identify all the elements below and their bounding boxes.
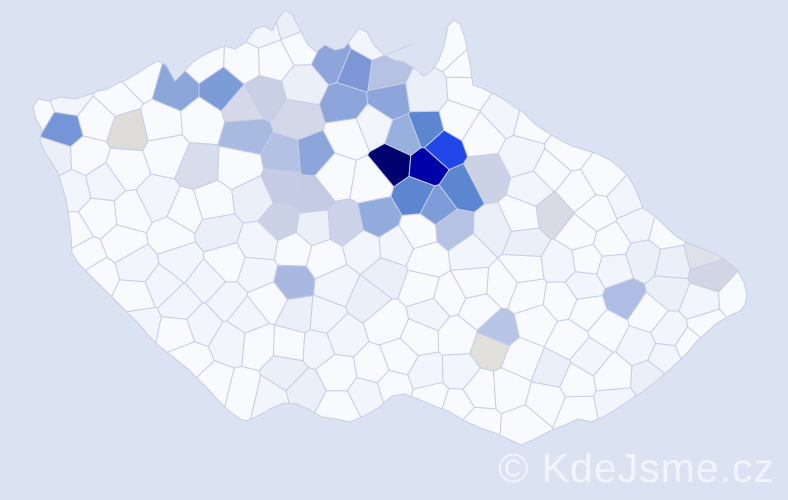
district-cell bbox=[499, 404, 554, 446]
district-cell bbox=[410, 381, 450, 410]
district-cell-highlighted bbox=[310, 42, 352, 86]
district-cell bbox=[302, 329, 336, 370]
district-cell bbox=[245, 22, 282, 49]
district-cell bbox=[648, 215, 687, 250]
district-cell bbox=[442, 48, 473, 78]
district-cell bbox=[49, 92, 94, 117]
district-cell bbox=[207, 320, 246, 369]
district-cell-highlighted bbox=[273, 264, 316, 300]
district-cell-highlighted bbox=[476, 307, 520, 347]
district-cell-highlighted bbox=[174, 142, 220, 190]
district-cell bbox=[553, 213, 598, 251]
district-cell-highlighted bbox=[269, 98, 326, 141]
district-cell-highlighted bbox=[260, 131, 301, 174]
district-cell-highlighted bbox=[327, 198, 364, 247]
district-cell bbox=[196, 360, 235, 408]
district-cell-highlighted bbox=[367, 54, 414, 91]
district-cell bbox=[376, 369, 414, 404]
district-cell bbox=[226, 295, 270, 334]
district-cell bbox=[606, 174, 644, 220]
district-cell bbox=[462, 367, 497, 410]
district-cell bbox=[593, 387, 637, 420]
district-cell bbox=[70, 135, 111, 177]
district-cell-highlighted bbox=[535, 191, 575, 240]
district-cell-highlighted bbox=[463, 153, 512, 205]
district-cell bbox=[405, 297, 451, 332]
district-cell-highlighted bbox=[683, 241, 725, 270]
district-cell-highlighted bbox=[687, 258, 739, 293]
district-cell bbox=[615, 207, 656, 244]
district-cell-highlighted bbox=[435, 208, 475, 252]
district-cell-highlighted bbox=[106, 108, 149, 152]
district-cell bbox=[718, 270, 748, 318]
district-cell-highlighted bbox=[151, 62, 200, 112]
district-cell bbox=[593, 351, 633, 392]
district-cell bbox=[92, 81, 144, 117]
district-cell bbox=[275, 9, 302, 40]
district-cell bbox=[144, 263, 185, 309]
district-cell bbox=[67, 211, 94, 249]
district-cell bbox=[250, 374, 290, 420]
district-cell bbox=[571, 243, 603, 275]
district-cell bbox=[647, 343, 682, 375]
district-cell-highlighted bbox=[260, 168, 304, 205]
district-cell bbox=[530, 346, 572, 388]
district-cell-highlighted bbox=[602, 277, 647, 321]
district-cell bbox=[405, 66, 449, 113]
district-cell bbox=[554, 168, 597, 213]
district-cell bbox=[686, 308, 728, 339]
district-cell bbox=[126, 306, 162, 344]
district-cell bbox=[203, 242, 246, 283]
district-cell-highlighted bbox=[40, 111, 84, 147]
district-cell bbox=[379, 337, 419, 376]
